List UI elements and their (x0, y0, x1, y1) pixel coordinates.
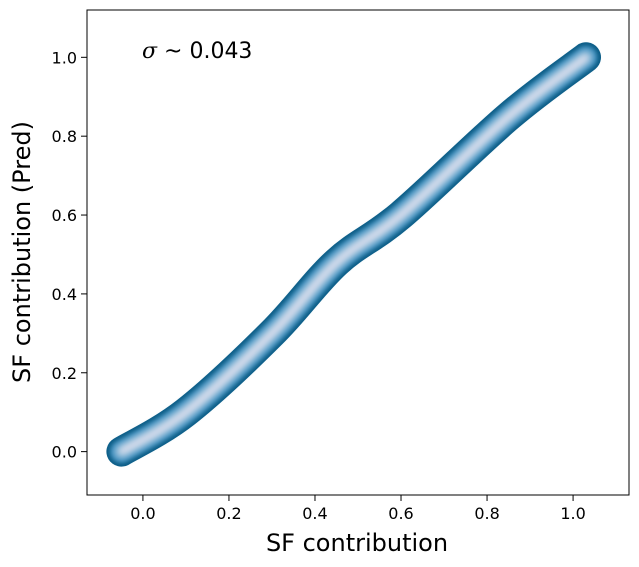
x-tick-label: 0.4 (302, 504, 327, 523)
y-tick-label: 1.0 (52, 48, 77, 67)
y-axis-label: SF contribution (Pred) (8, 121, 36, 383)
y-axis: 0.0 0.2 0.4 0.6 0.8 1.0 (52, 48, 87, 462)
y-tick-label: 0.4 (52, 285, 77, 304)
y-tick-label: 0.2 (52, 364, 77, 383)
x-tick-label: 0.8 (474, 504, 499, 523)
x-tick-label: 0.6 (388, 504, 413, 523)
sigma-value: ~ 0.043 (157, 39, 252, 64)
plot-frame (86, 9, 630, 496)
y-tick-label: 0.0 (52, 443, 77, 462)
x-tick-label: 1.0 (560, 504, 585, 523)
sigma-symbol: σ (142, 39, 158, 64)
x-tick-label: 0.0 (130, 504, 155, 523)
x-axis-label: SF contribution (266, 529, 448, 557)
density-band-core (118, 54, 589, 455)
sigma-annotation: σ ~ 0.043 (142, 39, 252, 64)
y-tick-label: 0.8 (52, 127, 77, 146)
density-layer (106, 42, 601, 467)
x-tick-label: 0.2 (216, 504, 241, 523)
y-tick-label: 0.6 (52, 206, 77, 225)
x-axis: 0.0 0.2 0.4 0.6 0.8 1.0 (130, 495, 586, 523)
